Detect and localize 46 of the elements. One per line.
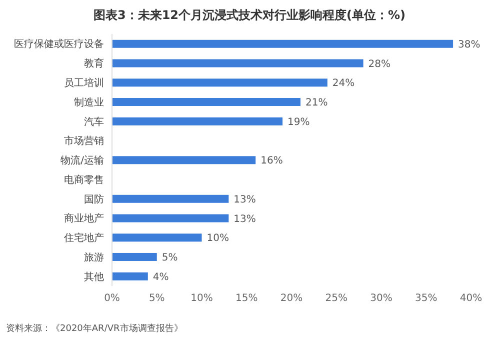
y-tick-label: 教育 (84, 58, 104, 70)
bar (112, 156, 256, 164)
data-label: 19% (288, 116, 310, 128)
bar (112, 59, 364, 68)
bar (112, 253, 157, 262)
y-tick-label: 国防 (84, 193, 104, 206)
text: 资料来源：《2020年AR/VR市场调查报告》 (5, 322, 184, 335)
bar (112, 272, 148, 280)
y-tick-label: 市场营销 (64, 135, 104, 148)
x-tick-label: 0% (104, 293, 120, 304)
y-tick-label: 医疗保健或医疗设备 (14, 38, 104, 50)
x-tick-label: 30% (370, 293, 392, 304)
x-tick-label: 15% (236, 293, 258, 304)
data-label: 38% (458, 39, 480, 50)
data-label: 13% (234, 214, 256, 225)
data-label: 5% (162, 252, 178, 264)
x-tick-label: 10% (190, 293, 213, 304)
bar (112, 98, 300, 106)
y-tick-label: 物流/运输 (60, 154, 104, 167)
data-label: 28% (368, 58, 391, 70)
data-label: 16% (260, 156, 283, 167)
y-tick-label: 商业地产 (64, 212, 104, 225)
data-label: 13% (234, 194, 256, 206)
y-tick-label: 汽车 (84, 116, 104, 128)
bar (112, 40, 454, 48)
chart-title: 图表3：未来12个月沉浸式技术对行业影响程度(单位：%) (92, 7, 407, 24)
x-tick-label: 40% (460, 293, 482, 304)
x-tick-label: 20% (280, 293, 303, 304)
y-tick-label: 旅游 (84, 251, 104, 264)
data-label: 4% (152, 272, 169, 283)
bar (112, 78, 328, 87)
data-label: 21% (305, 98, 328, 109)
x-tick-label: 5% (148, 293, 165, 304)
bar (112, 194, 229, 203)
x-tick-label: 25% (325, 293, 348, 304)
x-tick-label: 35% (415, 293, 438, 304)
y-tick-label: 电商零售 (64, 174, 104, 186)
bar (112, 214, 229, 222)
y-tick-label: 住宅地产 (64, 232, 104, 244)
y-tick-label: 员工培训 (64, 77, 104, 90)
bar (112, 117, 283, 126)
data-label: 10% (206, 233, 229, 244)
y-tick-label: 其他 (84, 270, 104, 283)
y-tick-label: 制造业 (74, 96, 104, 108)
data-label: 24% (332, 78, 355, 90)
bar (112, 234, 202, 242)
